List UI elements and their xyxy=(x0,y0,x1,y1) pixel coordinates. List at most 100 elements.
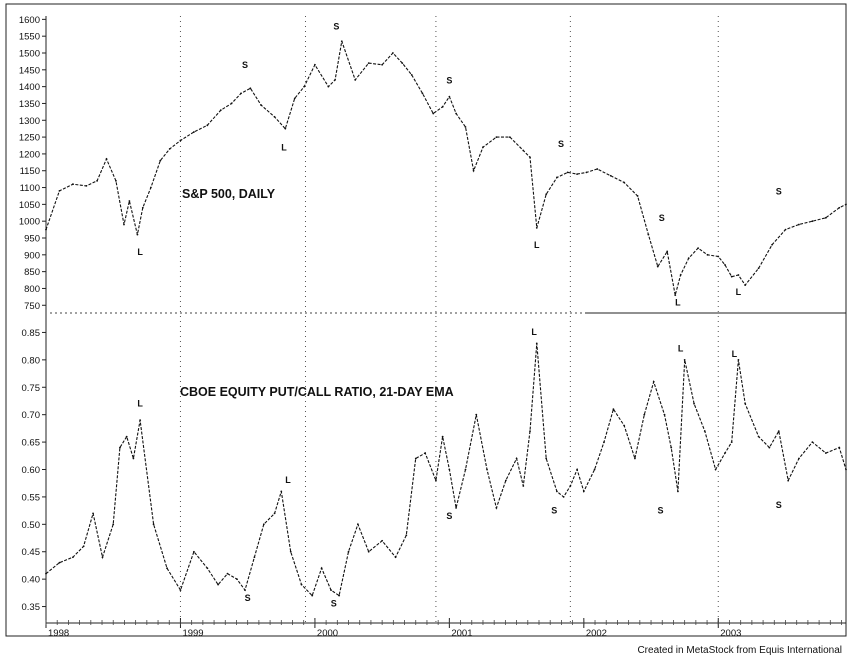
putcall-data-point xyxy=(683,358,686,361)
sp500-data-point xyxy=(136,233,139,236)
sp500-data-point xyxy=(824,216,827,219)
putcall-data-point xyxy=(280,490,283,493)
x-tick-label: 1999 xyxy=(182,628,203,639)
sp500-data-point xyxy=(432,112,435,115)
putcall-data-point xyxy=(535,342,538,345)
sp500-data-point xyxy=(674,294,677,297)
sp500-y-tick-label: 1250 xyxy=(19,133,40,144)
putcall-data-point xyxy=(475,413,478,416)
putcall-data-point xyxy=(724,452,726,454)
putcall-data-point xyxy=(670,446,673,449)
putcall-data-point xyxy=(693,402,695,405)
putcall-annotation-long: L xyxy=(285,475,291,485)
putcall-data-point xyxy=(82,545,85,548)
putcall-data-point xyxy=(703,430,706,433)
x-axis: 1998 1999 2000 2001 2002 2003 xyxy=(45,618,842,639)
sp500-y-tick-label: 1300 xyxy=(19,116,40,127)
putcall-annotation-short: S xyxy=(331,599,337,609)
putcall-annotation-short: S xyxy=(657,505,663,515)
putcall-data-point xyxy=(58,561,61,564)
sp500-data-point xyxy=(845,203,847,206)
sp500-data-point xyxy=(744,284,747,286)
sp500-y-tick-label: 1150 xyxy=(20,166,40,177)
x-tick-label: 2002 xyxy=(586,628,607,639)
sp500-data-point xyxy=(327,85,330,88)
sp500-y-tick-label: 900 xyxy=(24,250,40,261)
sp500-data-point xyxy=(123,223,125,226)
putcall-data-point xyxy=(576,468,578,471)
putcall-y-tick-label: 0.75 xyxy=(22,383,41,394)
putcall-data-point xyxy=(777,430,780,433)
sp500-data-point xyxy=(609,174,612,177)
putcall-data-point xyxy=(677,490,679,493)
sp500-data-point xyxy=(811,220,814,223)
sp500-data-point xyxy=(230,102,233,105)
sp500-data-point xyxy=(334,79,336,81)
sp500-data-point xyxy=(314,63,316,66)
putcall-data-point xyxy=(253,556,256,559)
putcall-data-point xyxy=(101,556,104,559)
sp500-data-point xyxy=(706,253,709,256)
putcall-data-point xyxy=(623,424,626,427)
sp500-y-tick-label: 1550 xyxy=(19,32,40,43)
putcall-data-point xyxy=(464,468,467,471)
putcall-data-point xyxy=(367,550,370,553)
sp500-data-point xyxy=(45,228,47,231)
putcall-data-point xyxy=(737,358,740,361)
sp500-annotation-short: S xyxy=(659,213,665,223)
putcall-data-point xyxy=(300,583,303,586)
sp500-y-tick-label: 850 xyxy=(24,267,40,278)
sp500-y-tick-label: 1100 xyxy=(20,183,40,194)
putcall-data-point xyxy=(441,435,444,438)
sp500-data-point xyxy=(141,206,144,209)
sp500-y-tick-label: 950 xyxy=(24,234,40,245)
sp500-data-point xyxy=(656,265,659,268)
putcall-data-point xyxy=(582,490,585,493)
sp500-data-point xyxy=(391,52,394,54)
putcall-annotation-long: L xyxy=(678,344,684,354)
putcall-data-point xyxy=(593,468,596,471)
sp500-data-point xyxy=(71,183,74,186)
putcall-data-point xyxy=(92,512,94,515)
sp500-data-point xyxy=(128,200,131,202)
sp500-data-point xyxy=(206,124,209,127)
sp500-data-point xyxy=(636,195,639,197)
sp500-data-point xyxy=(737,274,740,276)
sp500-data-point xyxy=(623,181,626,184)
sp500-data-point xyxy=(771,243,773,246)
putcall-data-point xyxy=(244,589,246,592)
putcall-data-point xyxy=(455,506,457,509)
putcall-annotation-long: L xyxy=(732,349,738,359)
putcall-data-point xyxy=(529,430,531,433)
putcall-data-point xyxy=(152,523,155,526)
sp500-data-point xyxy=(464,126,467,128)
sp500-data-point xyxy=(192,131,195,133)
putcall-data-point xyxy=(405,534,408,537)
putcall-data-point xyxy=(262,523,265,526)
putcall-data-point xyxy=(569,485,572,487)
putcall-data-point xyxy=(320,567,323,570)
putcall-annotation-long: L xyxy=(531,327,537,337)
sp500-data-point xyxy=(717,255,720,258)
putcall-data-point xyxy=(515,457,518,460)
sp500-annotation-short: S xyxy=(242,60,248,70)
putcall-data-point xyxy=(545,457,548,460)
putcall-data-point xyxy=(448,468,451,471)
sp500-data-point xyxy=(455,112,457,115)
putcall-data-point xyxy=(132,457,135,460)
sp500-data-point xyxy=(284,127,287,130)
sp500-y-tick-label: 750 xyxy=(24,301,40,312)
sp500-data-point xyxy=(96,179,98,182)
putcall-y-tick-label: 0.65 xyxy=(22,438,41,449)
putcall-annotation-short: S xyxy=(446,511,452,521)
putcall-data-point xyxy=(787,479,790,482)
sp500-data-point xyxy=(679,274,682,276)
putcall-data-point xyxy=(435,479,437,482)
putcall-data-point xyxy=(730,441,733,443)
putcall-data-point xyxy=(226,572,229,575)
sp500-data-point xyxy=(159,159,162,162)
sp500-data-point xyxy=(687,257,690,260)
putcall-series-line xyxy=(45,343,847,597)
putcall-data-point xyxy=(757,435,760,438)
